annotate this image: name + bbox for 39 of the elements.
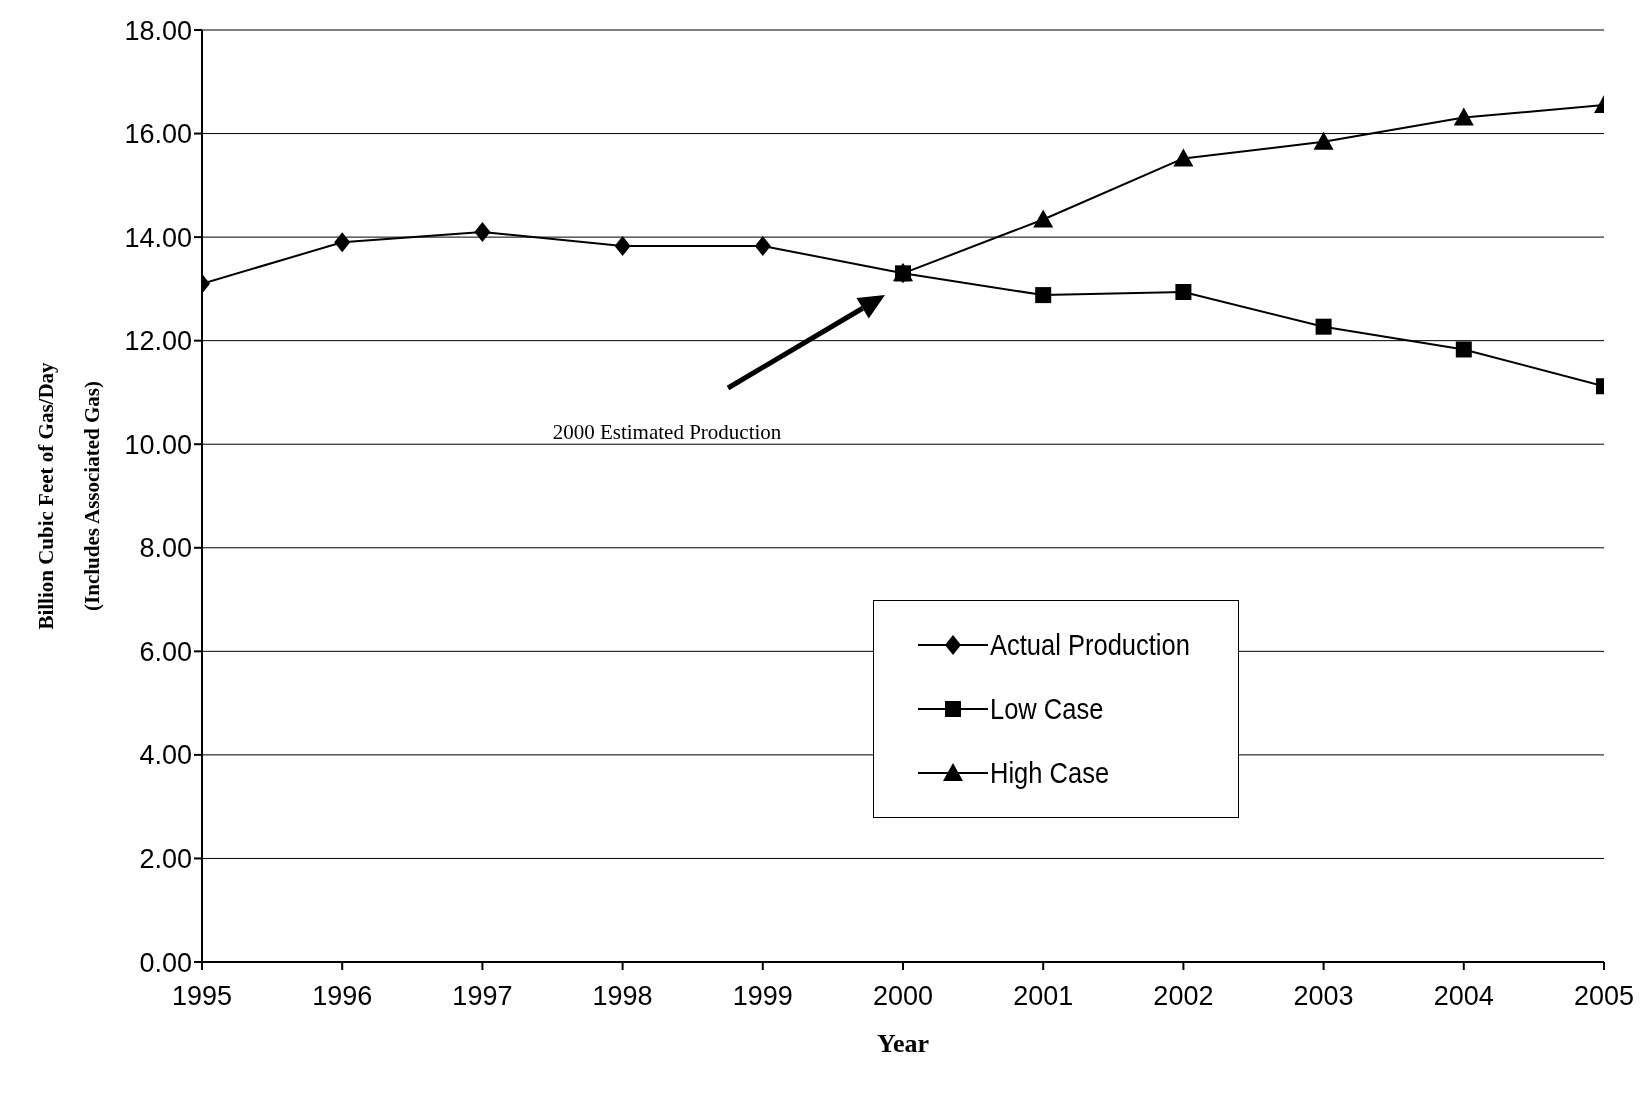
- y-tick-label: 14.00: [124, 222, 192, 253]
- y-tick-label: 12.00: [124, 326, 192, 357]
- y-tick-label: 0.00: [139, 947, 192, 978]
- point: [614, 235, 631, 256]
- point: [334, 232, 351, 253]
- y-tick-label: 8.00: [139, 533, 192, 564]
- point: [754, 235, 771, 256]
- x-tick-label: 2000: [872, 981, 934, 1012]
- point: [1035, 287, 1052, 304]
- point: [1313, 131, 1334, 150]
- x-tick-label: 2004: [1433, 981, 1494, 1012]
- point: [1033, 209, 1054, 228]
- annotation: 2000 Estimated Production: [552, 420, 782, 444]
- x-tick-label: 1996: [312, 981, 373, 1012]
- x-tick-label: 2003: [1293, 981, 1354, 1012]
- point: [1455, 341, 1472, 358]
- legend-label: High Case: [990, 756, 1110, 790]
- point: [1315, 318, 1332, 335]
- y-tick-label: 16.00: [124, 119, 192, 150]
- point: [1173, 148, 1194, 167]
- y-tick-label: 6.00: [139, 636, 192, 667]
- x-tick-label: 1997: [452, 981, 513, 1012]
- y-tick-label: 4.00: [139, 740, 192, 771]
- x-tick-label: 2001: [1013, 981, 1074, 1012]
- x-axis-title: Year: [877, 1029, 929, 1058]
- x-tick-label: 2002: [1153, 981, 1214, 1012]
- point: [1453, 107, 1474, 126]
- x-tick-label: 1995: [171, 981, 233, 1012]
- y-axis-title: Billion Cubic Feet of Gas/Day (Includes Associated Gas): [33, 362, 105, 630]
- y-tick-label: 10.00: [124, 429, 192, 460]
- y-tick-label: 18.00: [124, 15, 192, 46]
- legend-label: Low Case: [990, 692, 1104, 726]
- point: [474, 221, 491, 242]
- x-tick-label: 1998: [592, 981, 653, 1012]
- x-tick-label: 1999: [732, 981, 793, 1012]
- point: [1175, 284, 1192, 300]
- y-tick-label: 2.00: [139, 844, 192, 875]
- legend-label: Actual Production: [990, 628, 1190, 662]
- x-tick-label: 2005: [1573, 981, 1635, 1012]
